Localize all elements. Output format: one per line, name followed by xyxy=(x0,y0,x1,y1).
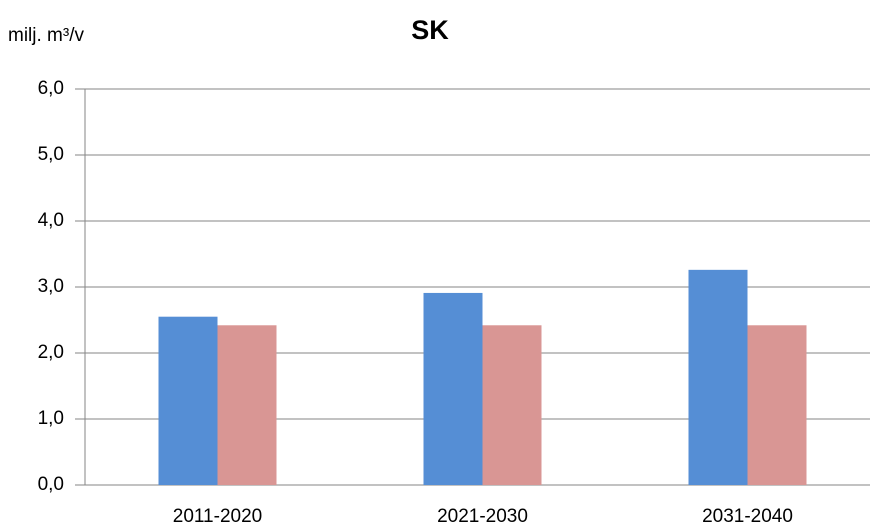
y-tick-label: 0,0 xyxy=(38,474,64,495)
y-axis-label: milj. m³/v xyxy=(8,25,84,46)
bar xyxy=(158,316,218,485)
y-tick-label: 3,0 xyxy=(38,276,64,297)
y-tick-label: 6,0 xyxy=(38,78,64,99)
y-tick-label: 4,0 xyxy=(38,210,64,231)
chart-title: SK xyxy=(411,15,449,45)
y-tick-label: 5,0 xyxy=(38,144,64,165)
bar xyxy=(482,325,542,485)
x-tick-label: 2021-2030 xyxy=(437,506,528,527)
bar xyxy=(688,269,748,485)
bar xyxy=(747,325,807,485)
y-tick-label: 2,0 xyxy=(38,342,64,363)
bar xyxy=(423,292,483,485)
y-tick-label: 1,0 xyxy=(38,408,64,429)
x-tick-label: 2031-2040 xyxy=(702,506,793,527)
x-tick-label: 2011-2020 xyxy=(173,506,262,527)
bar xyxy=(217,325,277,485)
